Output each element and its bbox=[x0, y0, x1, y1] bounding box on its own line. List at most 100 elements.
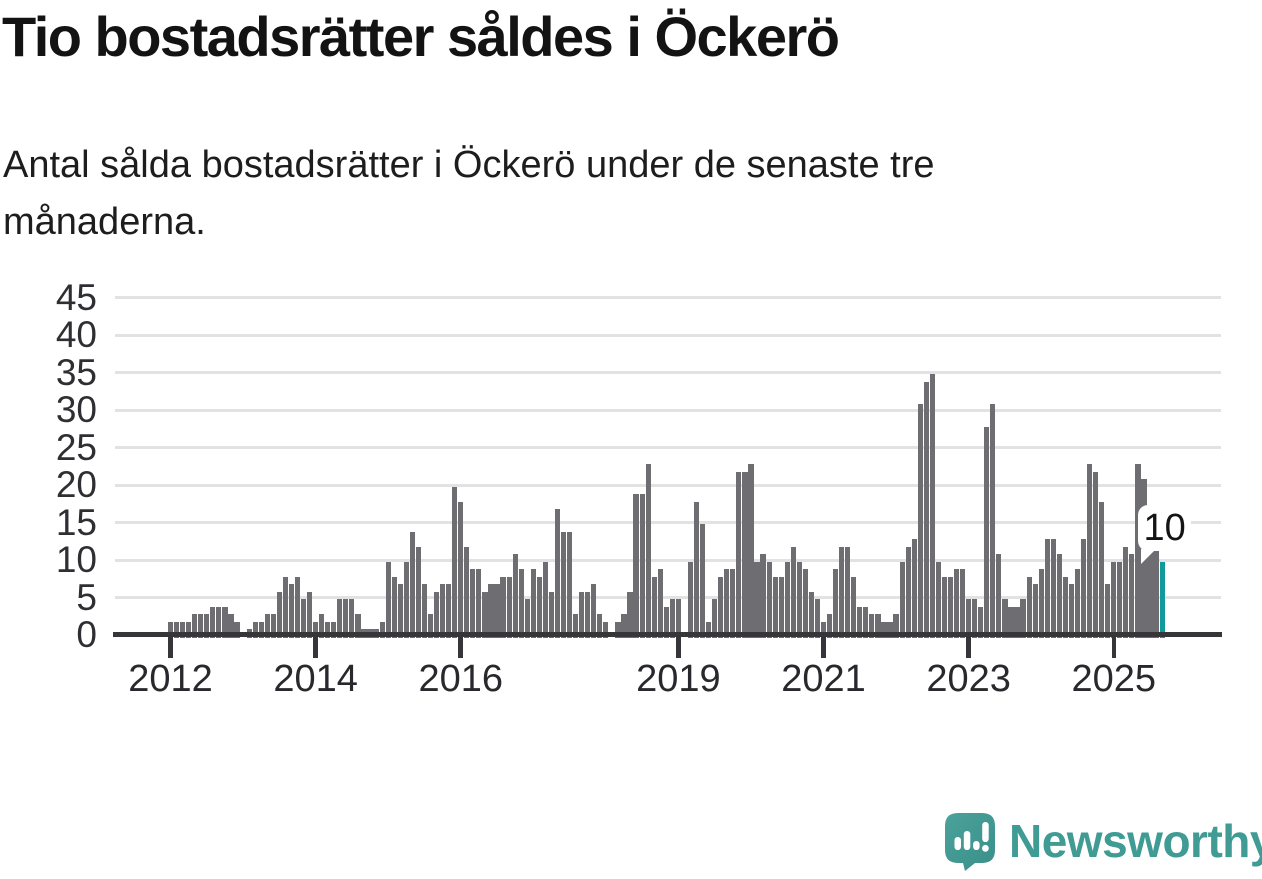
bar bbox=[198, 614, 204, 638]
bar bbox=[645, 464, 651, 638]
chart-subtitle: Antal sålda bostadsrätter i Öckerö under… bbox=[3, 137, 1233, 251]
bar bbox=[573, 614, 579, 638]
bar bbox=[560, 531, 567, 638]
bar bbox=[1123, 546, 1129, 638]
y-axis-label-40: 40 bbox=[55, 314, 97, 356]
bar bbox=[282, 576, 288, 638]
bar bbox=[409, 531, 415, 638]
bar bbox=[216, 606, 222, 638]
newsworthy-icon bbox=[944, 812, 996, 871]
bar bbox=[1135, 464, 1141, 638]
bar bbox=[427, 614, 434, 638]
bar bbox=[820, 621, 827, 638]
bar bbox=[252, 621, 258, 638]
bar bbox=[536, 576, 542, 638]
bar bbox=[953, 569, 960, 638]
bar bbox=[331, 621, 337, 638]
bar bbox=[343, 599, 349, 638]
bar bbox=[748, 464, 754, 638]
bar bbox=[1014, 606, 1020, 638]
bar bbox=[222, 606, 228, 638]
bar bbox=[234, 621, 240, 638]
bar bbox=[186, 621, 192, 638]
bar bbox=[518, 569, 524, 638]
bar bbox=[597, 614, 603, 638]
bar bbox=[730, 569, 736, 638]
bar bbox=[566, 531, 573, 638]
bar bbox=[306, 591, 313, 638]
bar bbox=[325, 621, 331, 638]
bar bbox=[814, 599, 821, 638]
bar bbox=[204, 614, 210, 638]
bar bbox=[675, 599, 681, 638]
bar-chart: 10 0 5 10 15 20 25 30 35 40 45 2012 2014 2016 2019 202… bbox=[0, 277, 1262, 715]
gridline-y-30 bbox=[115, 408, 1221, 412]
bar bbox=[790, 546, 796, 638]
bar bbox=[917, 404, 923, 638]
bar bbox=[826, 614, 833, 638]
bar bbox=[663, 606, 669, 638]
bar bbox=[421, 584, 428, 638]
bar bbox=[1153, 546, 1159, 638]
bar bbox=[851, 576, 857, 638]
bar bbox=[960, 569, 966, 638]
y-axis-label-20: 20 bbox=[55, 464, 97, 506]
y-axis-label-15: 15 bbox=[55, 501, 97, 543]
bar bbox=[530, 569, 536, 638]
bar bbox=[585, 591, 591, 638]
bar bbox=[294, 576, 301, 638]
bar bbox=[379, 621, 385, 638]
newsworthy-wordmark: Newsworthy bbox=[1009, 815, 1262, 867]
bar bbox=[1086, 464, 1093, 638]
bar bbox=[1008, 606, 1014, 638]
bar bbox=[996, 554, 1002, 638]
bar bbox=[476, 569, 482, 638]
bar bbox=[742, 471, 748, 638]
bar bbox=[464, 546, 470, 638]
gridline-y-10 bbox=[115, 558, 1221, 562]
bar bbox=[669, 599, 675, 638]
y-axis-label-0: 0 bbox=[76, 614, 97, 655]
bar bbox=[167, 621, 174, 638]
bar bbox=[784, 561, 790, 638]
bar bbox=[736, 471, 742, 638]
bar bbox=[947, 576, 954, 638]
bar bbox=[512, 554, 518, 638]
bar bbox=[802, 569, 808, 638]
bar bbox=[391, 576, 397, 638]
value-callout: 10 bbox=[1138, 504, 1192, 564]
bar bbox=[718, 576, 724, 638]
x-tick-2019 bbox=[676, 636, 681, 658]
bar bbox=[941, 576, 948, 638]
gridline-y-15 bbox=[115, 521, 1221, 525]
x-axis-label-2016: 2016 bbox=[418, 658, 503, 700]
bar bbox=[1111, 561, 1117, 638]
bar bbox=[433, 591, 440, 638]
bar bbox=[397, 584, 403, 638]
bar bbox=[470, 569, 476, 638]
bar bbox=[772, 576, 778, 638]
x-axis-label-2019: 2019 bbox=[636, 658, 721, 700]
bar bbox=[228, 614, 234, 638]
bar bbox=[887, 621, 893, 638]
x-tick-2014 bbox=[313, 636, 318, 658]
bar bbox=[591, 584, 597, 638]
bar bbox=[627, 591, 633, 638]
bar bbox=[984, 426, 990, 638]
bar bbox=[603, 621, 609, 638]
bar bbox=[173, 621, 180, 638]
bar bbox=[706, 621, 712, 638]
bar bbox=[639, 494, 645, 638]
gridline-y-40 bbox=[115, 333, 1221, 337]
bar bbox=[700, 524, 706, 638]
bar bbox=[935, 561, 941, 638]
bar bbox=[1105, 584, 1111, 638]
bar bbox=[687, 561, 694, 638]
newsworthy-logo[interactable]: Newsworthy bbox=[944, 811, 1262, 871]
bar bbox=[1099, 501, 1105, 638]
bar bbox=[258, 621, 264, 638]
bar bbox=[833, 569, 839, 638]
bar bbox=[458, 501, 464, 638]
y-axis-label-10: 10 bbox=[55, 539, 97, 581]
x-tick-2023 bbox=[966, 636, 971, 658]
